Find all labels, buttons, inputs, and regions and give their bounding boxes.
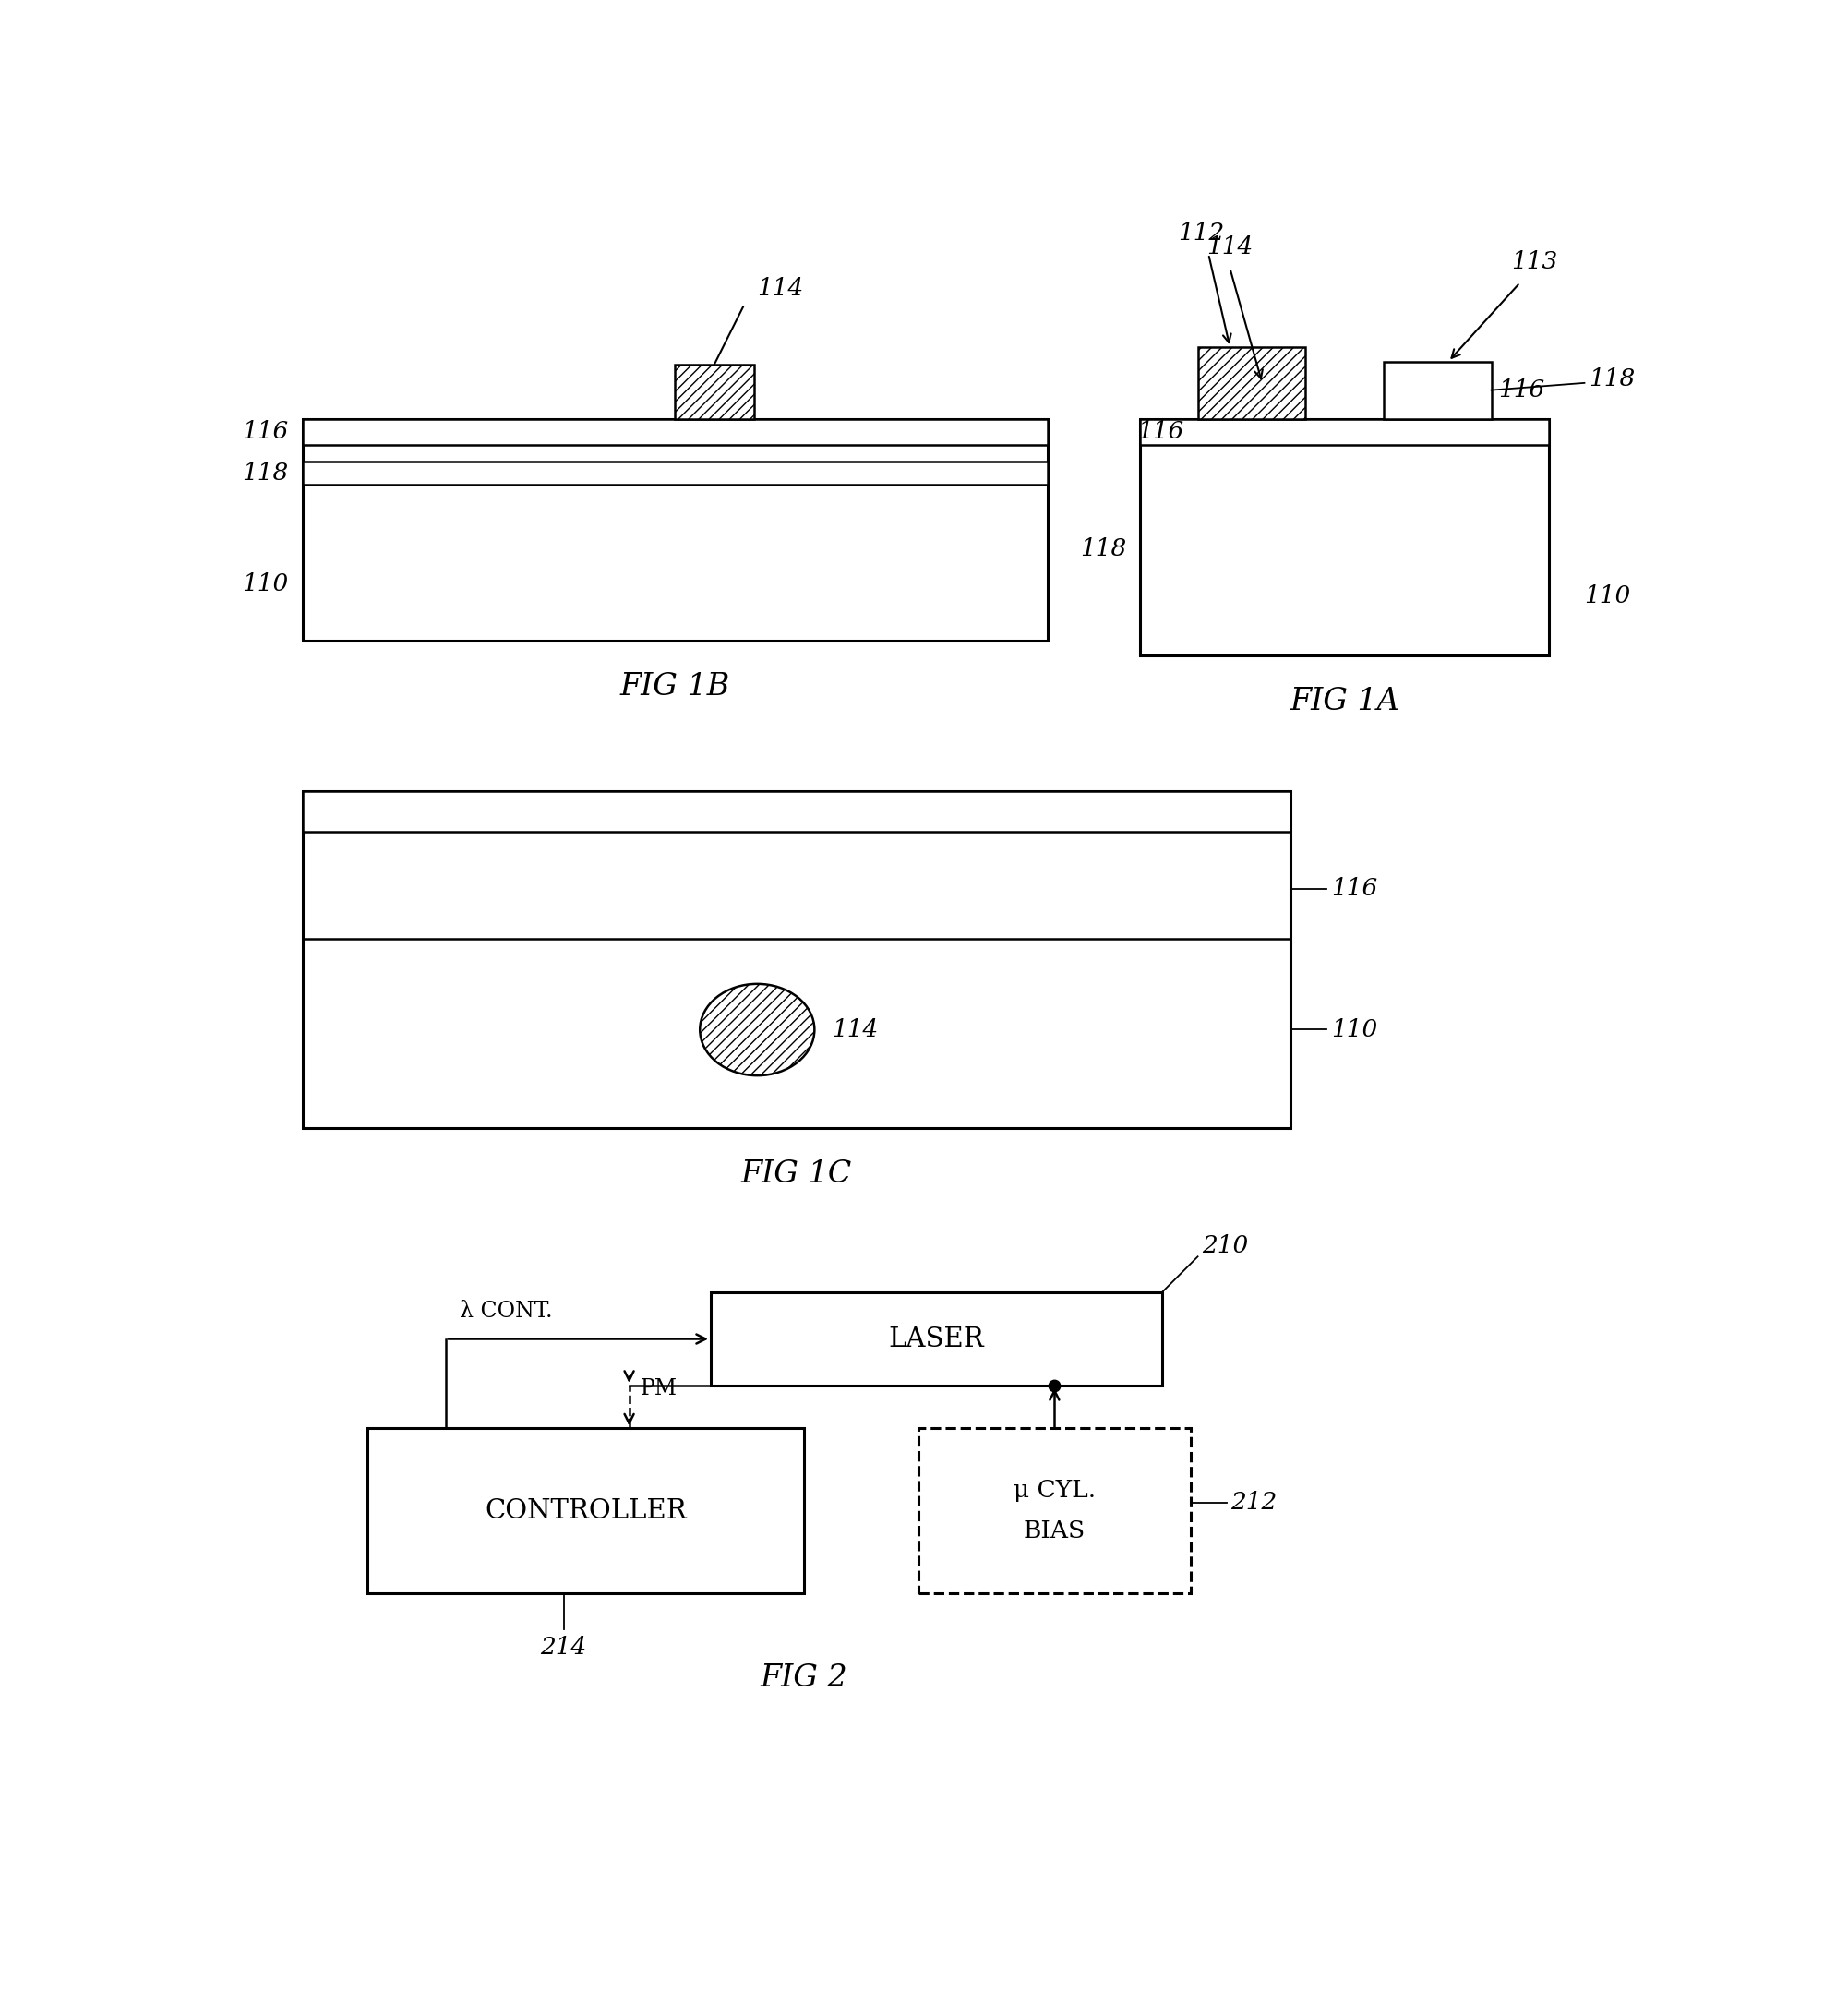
Text: FIG 1B: FIG 1B: [619, 671, 730, 701]
Polygon shape: [303, 418, 1048, 641]
Polygon shape: [711, 1293, 1162, 1386]
Text: LASER: LASER: [889, 1327, 985, 1353]
Text: 210: 210: [1201, 1233, 1249, 1257]
Polygon shape: [675, 365, 754, 418]
Text: 118: 118: [242, 462, 288, 484]
Ellipse shape: [700, 984, 815, 1076]
Polygon shape: [1140, 418, 1549, 444]
Polygon shape: [303, 791, 1290, 1127]
Text: 116: 116: [1331, 876, 1377, 900]
Polygon shape: [303, 791, 1290, 831]
Polygon shape: [1140, 418, 1549, 655]
Polygon shape: [303, 462, 1048, 484]
Text: 214: 214: [540, 1635, 588, 1659]
Text: 114: 114: [758, 277, 804, 301]
Text: 110: 110: [1331, 1018, 1377, 1042]
Polygon shape: [303, 418, 1048, 444]
Text: 114: 114: [832, 1018, 878, 1042]
Text: 113: 113: [1512, 249, 1558, 273]
Polygon shape: [368, 1428, 804, 1594]
Text: FIG 1A: FIG 1A: [1290, 687, 1399, 715]
Text: λ CONT.: λ CONT.: [460, 1301, 553, 1323]
Text: 114: 114: [1207, 235, 1253, 259]
Text: FIG 1C: FIG 1C: [741, 1159, 852, 1189]
Text: 118: 118: [1589, 367, 1635, 390]
Text: FIG 2: FIG 2: [760, 1663, 848, 1693]
Text: BIAS: BIAS: [1024, 1520, 1085, 1542]
Text: CONTROLLER: CONTROLLER: [484, 1498, 686, 1524]
Polygon shape: [918, 1428, 1190, 1594]
Text: 118: 118: [1079, 538, 1125, 560]
Text: 116: 116: [242, 420, 288, 442]
Text: 116: 116: [1499, 378, 1545, 402]
Text: 116: 116: [1137, 420, 1183, 442]
Polygon shape: [1198, 347, 1305, 418]
Text: 110: 110: [242, 572, 288, 596]
Text: 212: 212: [1231, 1492, 1277, 1514]
Text: PM: PM: [641, 1378, 678, 1400]
Text: μ CYL.: μ CYL.: [1013, 1480, 1096, 1502]
Text: 110: 110: [1584, 584, 1630, 608]
Polygon shape: [1384, 361, 1491, 418]
Text: 112: 112: [1179, 221, 1225, 245]
